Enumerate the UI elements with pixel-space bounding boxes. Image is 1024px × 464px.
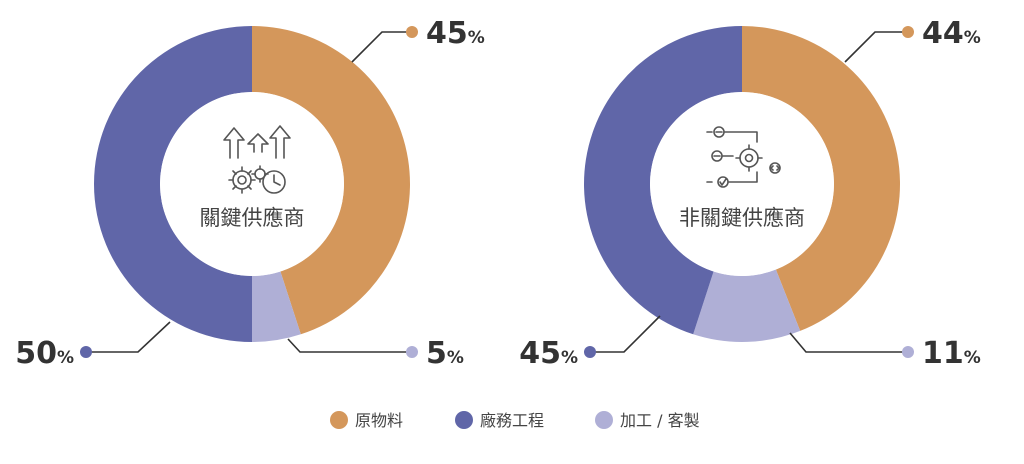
leader-dot-left-raw [406,26,418,38]
donut-chart-key-suppliers [94,26,411,342]
data-label-left-facility: 50% [15,336,74,371]
donut-slice-0-0 [252,26,411,335]
leader-dot-left-facility [80,346,92,358]
legend-swatch-facility-engineering [455,411,473,429]
legend-swatch-processing-custom [595,411,613,429]
legend-swatch-raw-materials [330,411,348,429]
data-label-left-processing: 5% [426,336,464,371]
legend-label-raw-materials: 原物料 [355,411,403,430]
data-label-left-raw: 45% [426,16,485,51]
leader-line-left-processing [287,338,412,353]
legend-label-facility-engineering: 廠務工程 [480,411,544,430]
chart-legend: 原物料 廠務工程 加工 / 客製 [330,411,700,430]
process-flow-gear-icon [706,126,781,188]
legend-label-processing-custom: 加工 / 客製 [620,411,700,430]
center-label-key-suppliers: 關鍵供應商 [200,206,305,230]
center-label-non-key-suppliers: 非關鍵供應商 [679,206,805,230]
data-label-right-raw: 44% [922,16,981,51]
leader-dot-right-raw [902,26,914,38]
data-label-right-facility: 45% [519,336,578,371]
leader-line-left-facility [86,321,171,353]
donut-slice-1-1 [693,269,801,343]
donut-slice-0-2 [94,26,252,342]
data-label-right-processing: 11% [922,336,981,371]
leader-dot-right-facility [584,346,596,358]
donut-hole-1 [650,92,834,276]
donut-hole-0 [160,92,344,276]
gears-arrows-clock-icon [223,125,291,194]
leader-line-left-raw [351,31,412,63]
donut-slice-1-0 [742,26,901,331]
donut-slice-0-1 [252,271,301,342]
leader-line-right-processing [789,332,908,353]
donut-slice-1-2 [583,26,742,335]
leader-line-right-raw [844,31,908,63]
leader-dot-right-processing [902,346,914,358]
leader-line-right-facility [590,315,661,353]
leader-dot-left-processing [406,346,418,358]
donut-chart-non-key-suppliers [583,26,901,343]
